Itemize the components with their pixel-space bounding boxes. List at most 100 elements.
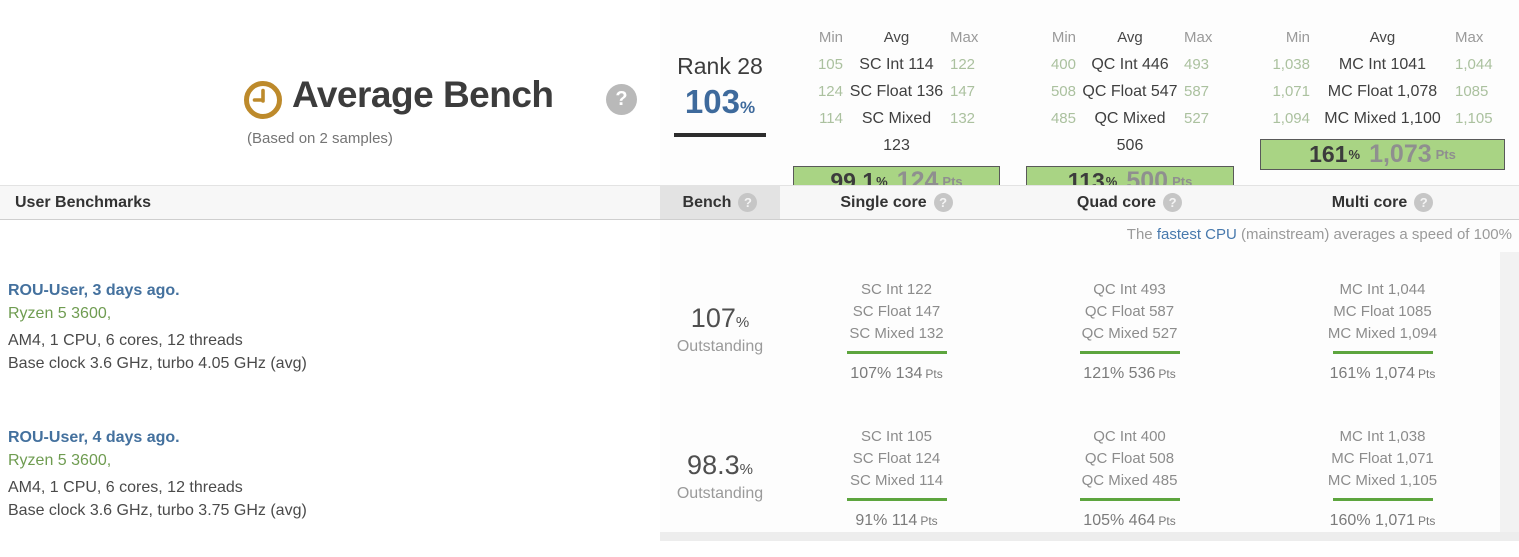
stat-max: 1,105 [1455,110,1493,127]
stat-line: MC Mixed 1,105 [1327,472,1438,489]
cell-score: 91% 114 Pts [855,512,938,529]
stat-name: QC Int 446 [1091,56,1169,73]
cell-score: 107% 134 Pts [850,365,943,382]
percent-sign: % [739,98,756,117]
column-header-quad-core: Quad core ? [1013,186,1246,219]
stat-max: 493 [1184,56,1210,73]
stat-line: QC Float 587 [1084,303,1175,320]
stat-line: MC Float 1,071 [1331,450,1434,467]
quad-core-help-icon[interactable]: ? [1163,193,1183,212]
max-header: Max [950,29,979,46]
green-underline [1079,498,1180,501]
pts-label: Pts [925,367,943,381]
stat-min: 508 [1050,83,1076,100]
stat-max: 147 [950,83,976,100]
bench-percent: 107% [690,303,750,333]
header-label: User Benchmarks [15,193,152,211]
cpu-spec-line: AM4, 1 CPU, 6 cores, 12 threads [8,479,243,496]
stat-line: SC Int 122 [861,281,932,298]
stat-name: QC Float 547 [1082,83,1178,100]
stat-max: 132 [950,110,976,127]
stat-line: SC Float 147 [852,303,941,320]
stat-line: SC Mixed 114 [849,472,944,489]
rank-label: Rank 28 [677,53,763,79]
bench-score-cell: 98.3% Outstanding [656,450,784,503]
stat-max: 587 [1184,83,1210,100]
user-link[interactable]: ROU-User, 3 days ago. [8,282,180,299]
stat-max: 1085 [1455,83,1489,100]
avg-header: Avg [883,29,910,46]
cpu-spec-line: AM4, 1 CPU, 6 cores, 12 threads [8,332,243,349]
page-background-edge-right [1500,252,1519,541]
stat-line: SC Float 124 [852,450,941,467]
cpu-spec-line: Base clock 3.6 GHz, turbo 4.05 GHz (avg) [8,355,307,372]
pts-label: Pts [1418,367,1436,381]
stat-min: 400 [1050,56,1076,73]
user-link[interactable]: ROU-User, 4 days ago. [8,429,180,446]
percent-sign: % [876,174,888,189]
fastest-cpu-note: The fastest CPU (mainstream) averages a … [1127,226,1512,243]
multi-core-help-icon[interactable]: ? [1414,193,1434,212]
column-header-single-core: Single core ? [780,186,1013,219]
pts-label: Pts [1158,514,1176,528]
avg-header: Avg [1369,29,1396,46]
header-label: Single core [840,193,927,211]
stat-name: MC Mixed 1,100 [1324,110,1441,127]
header-label: Quad core [1076,193,1157,211]
stat-name: SC Float 136 [849,83,944,100]
stat-line: MC Int 1,038 [1339,428,1426,445]
quad-core-cell: QC Int 400 QC Float 508 QC Mixed 485 105… [1013,426,1246,532]
stat-name: MC Int 1041 [1338,56,1427,73]
cpu-link[interactable]: Ryzen 5 3600, [8,452,112,469]
stat-min: 1,094 [1272,110,1310,127]
stat-line: QC Float 508 [1084,450,1175,467]
stat-line: QC Mixed 485 [1081,472,1178,489]
summary-multi-core: Min Avg Max 1,038 MC Int 1041 1,044 1,07… [1260,24,1505,170]
bench-score-cell: 107% Outstanding [656,303,784,356]
cell-score: 105% 464 Pts [1083,512,1176,529]
column-header-user-benchmarks: User Benchmarks [0,186,660,219]
percent-sign: % [1105,174,1118,189]
stat-min: 1,038 [1272,56,1310,73]
stat-line: MC Float 1085 [1333,303,1432,320]
note-suffix: (mainstream) averages a speed of 100% [1236,226,1512,243]
stat-max: 122 [950,56,976,73]
samples-subtitle: (Based on 2 samples) [247,130,393,147]
rank-underline [674,133,766,137]
clock-icon [243,80,283,120]
percent-sign: % [1348,147,1361,162]
percent-sign: % [739,461,753,478]
bench-help-icon[interactable]: ? [738,193,758,212]
stat-min: 485 [1050,110,1076,127]
pts-label: Pts [1418,514,1436,528]
quad-core-cell: QC Int 493 QC Float 587 QC Mixed 527 121… [1013,279,1246,385]
bar-points: 1,073 [1369,140,1432,168]
bench-percent: 98.3% [687,450,753,480]
green-underline [846,498,947,501]
min-header: Min [1051,29,1076,46]
average-bench-help-icon[interactable]: ? [606,84,637,115]
stat-min: 1,071 [1272,83,1310,100]
single-core-help-icon[interactable]: ? [933,193,953,212]
fastest-cpu-link[interactable]: fastest CPU [1156,226,1237,243]
stat-name: QC Mixed 506 [1094,110,1166,154]
header-label: Multi core [1331,193,1408,211]
results-panel-background [660,0,1519,541]
cell-score: 161% 1,074 Pts [1329,365,1436,382]
stat-name: SC Mixed 123 [861,110,932,154]
benchmark-row: ROU-User, 4 days ago. Ryzen 5 3600, AM4,… [0,410,1519,557]
green-underline [1079,351,1180,354]
stat-min: 105 [817,56,843,73]
user-info-block: ROU-User, 3 days ago. Ryzen 5 3600, AM4,… [8,279,307,375]
bar-percent: 161 [1309,141,1348,167]
cell-score: 121% 536 Pts [1083,365,1176,382]
single-core-cell: SC Int 122 SC Float 147 SC Mixed 132 107… [780,279,1013,385]
average-score: 103% [684,83,756,120]
multi-core-cell: MC Int 1,038 MC Float 1,071 MC Mixed 1,1… [1246,426,1519,532]
stat-line: QC Int 400 [1093,428,1166,445]
stat-max: 1,044 [1455,56,1493,73]
pts-label: Pts [920,514,938,528]
single-core-cell: SC Int 105 SC Float 124 SC Mixed 114 91%… [780,426,1013,532]
cpu-link[interactable]: Ryzen 5 3600, [8,305,112,322]
rank-block: Rank 28 103% [658,53,782,137]
